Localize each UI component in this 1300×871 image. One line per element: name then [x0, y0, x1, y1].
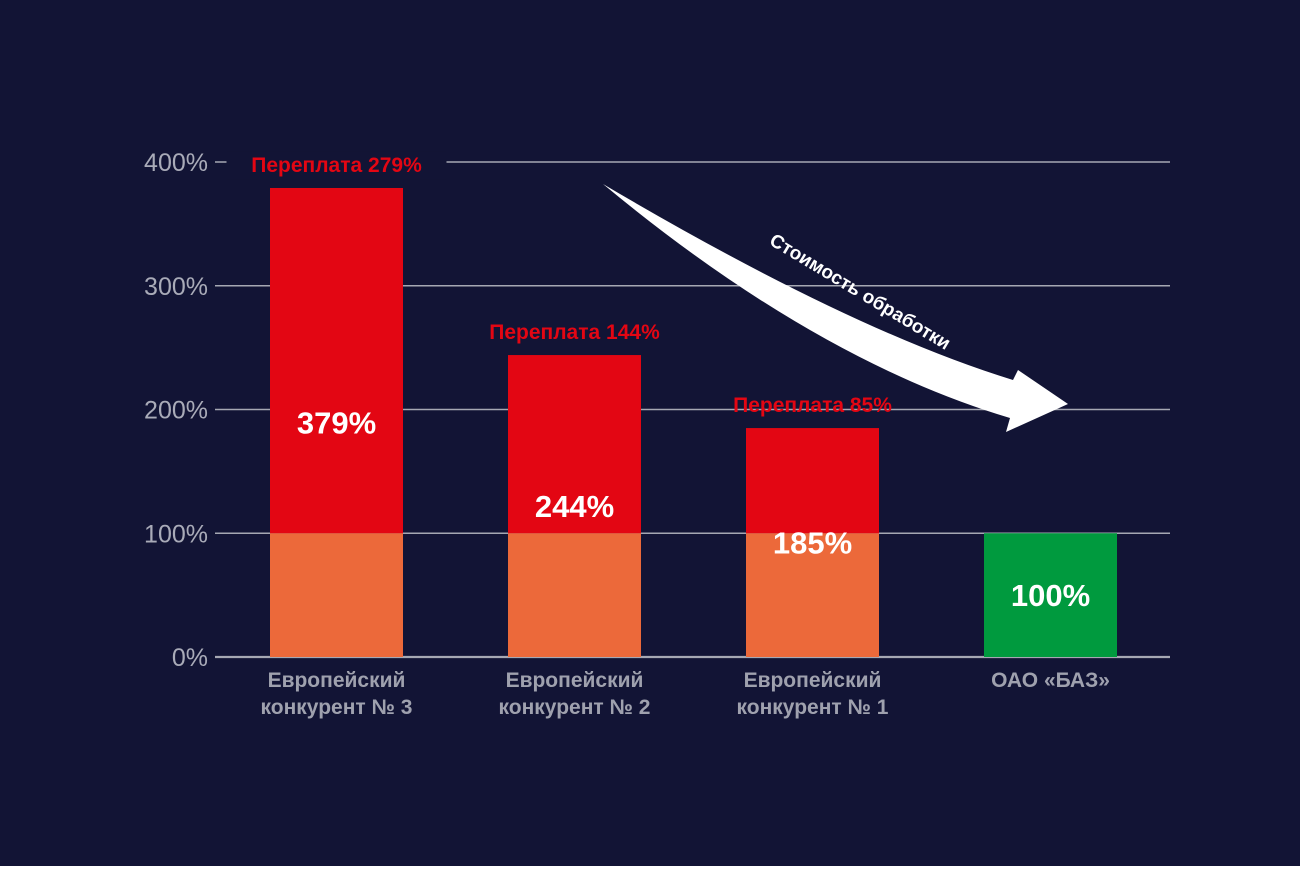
category-label: Европейский конкурент № 2: [499, 669, 651, 719]
overpayment-label: Переплата 144%: [489, 321, 660, 344]
category-label: Европейский конкурент № 3: [261, 669, 413, 719]
category-label-line: конкурент № 2: [499, 696, 651, 719]
bar-overpayment-segment: [270, 187, 403, 534]
bars-layer: [270, 187, 1117, 657]
y-tick-label: 100%: [144, 520, 208, 548]
category-label-line: Европейский: [506, 669, 644, 692]
trend-arrow-shape: [603, 184, 1068, 432]
overpayment-label-backdrop: [226, 151, 447, 180]
bar-overpayment-segment: [508, 355, 641, 534]
labels-layer: 379% Переплата 279% Европейский конкурент №…: [226, 151, 1110, 719]
category-label-line: конкурент № 1: [737, 696, 889, 719]
overpayment-label: Переплата 279%: [251, 154, 422, 177]
overpayment-label: Переплата 85%: [733, 394, 892, 417]
category-label: Европейский конкурент № 1: [737, 669, 889, 719]
bar-reference: [984, 533, 1117, 657]
bar-base-segment: [270, 533, 403, 657]
category-label: ОАО «БАЗ»: [991, 669, 1110, 692]
category-label-line: Европейский: [744, 669, 882, 692]
bar-value-label: 244%: [535, 489, 614, 524]
y-tick-label: 200%: [144, 397, 208, 425]
y-tick-label: 0%: [172, 644, 208, 672]
bar-overpayment-segment: [746, 428, 879, 534]
category-label-line: Европейский: [268, 669, 406, 692]
bar-value-label: 100%: [1011, 578, 1090, 613]
y-tick-label: 400%: [144, 149, 208, 177]
bar-base-segment: [746, 533, 879, 657]
bar-value-label: 185%: [773, 526, 852, 561]
category-label-line: ОАО «БАЗ»: [991, 669, 1110, 692]
y-tick-label: 300%: [144, 273, 208, 301]
category-label-line: конкурент № 3: [261, 696, 413, 719]
grid-layer: 0% 100% 200% 300% 400%: [144, 149, 1170, 672]
bar-base-segment: [508, 533, 641, 657]
bar-value-label: 379%: [297, 405, 376, 440]
